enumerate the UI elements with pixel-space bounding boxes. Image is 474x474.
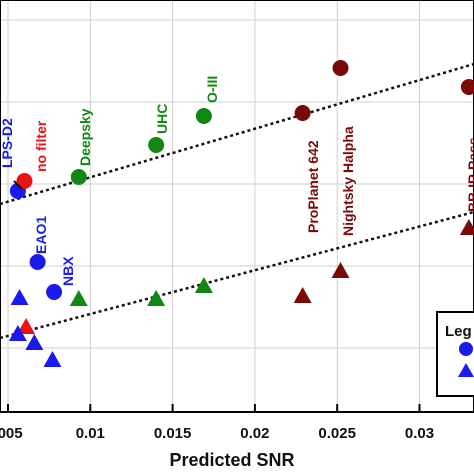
x-tick-label: 0.025 xyxy=(318,425,356,442)
triangle-point xyxy=(331,262,350,278)
point-label: O-III xyxy=(204,76,220,103)
point-labels: no filter EAO1 NBX Deepsky UHC O-III ProPlanet… xyxy=(0,76,474,286)
data-points xyxy=(8,60,474,367)
point-label: Deepsky xyxy=(77,108,93,166)
plot-frame xyxy=(0,0,474,413)
grid xyxy=(0,0,474,412)
x-tick-label: .005 xyxy=(0,425,23,442)
triangle-point xyxy=(194,277,213,293)
triangle-point xyxy=(69,290,88,306)
fit-line-triangles xyxy=(0,210,474,340)
x-axis-ticks: .005 0.01 0.015 0.02 0.025 0.03 xyxy=(0,404,434,442)
triangle-point xyxy=(10,289,29,305)
point-label: no filter xyxy=(33,120,49,172)
triangle-point xyxy=(8,325,27,341)
circle-point xyxy=(29,254,46,270)
legend-triangle-marker xyxy=(458,363,474,377)
x-tick-label: 0.015 xyxy=(154,425,192,442)
circle-point xyxy=(46,284,63,300)
point-label-cropped: LPS-D2 xyxy=(0,118,15,168)
circle-point xyxy=(148,137,165,153)
x-tick-label: 0.01 xyxy=(76,425,105,442)
point-label: Nightsky Halpha xyxy=(340,126,356,236)
fit-line-circles xyxy=(0,62,474,206)
point-label: ProPlanet 642 xyxy=(305,140,321,233)
legend-title: Leg xyxy=(445,323,472,340)
x-tick-label: 0.02 xyxy=(240,425,269,442)
fit-lines xyxy=(0,62,474,340)
circle-point xyxy=(70,169,87,185)
x-axis-title: Predicted SNR xyxy=(169,450,294,470)
triangle-point xyxy=(17,318,36,334)
point-label: BB IR Pass xyxy=(465,137,474,212)
point-label: EAO1 xyxy=(33,216,49,254)
circle-point xyxy=(294,105,311,121)
triangle-point xyxy=(293,287,312,303)
circle-point xyxy=(332,60,349,76)
label-leader xyxy=(13,180,23,190)
triangle-point xyxy=(25,334,44,350)
x-tick-label: 0.03 xyxy=(405,425,434,442)
circle-point xyxy=(195,108,212,124)
point-label: UHC xyxy=(154,104,170,134)
triangle-point xyxy=(147,290,166,306)
triangle-point xyxy=(43,351,62,367)
triangle-point xyxy=(459,219,474,235)
legend-circle-marker xyxy=(459,342,473,356)
legend: Leg xyxy=(436,311,474,397)
circle-point xyxy=(460,79,474,95)
circle-point xyxy=(16,173,33,189)
point-label: NBX xyxy=(60,256,76,286)
